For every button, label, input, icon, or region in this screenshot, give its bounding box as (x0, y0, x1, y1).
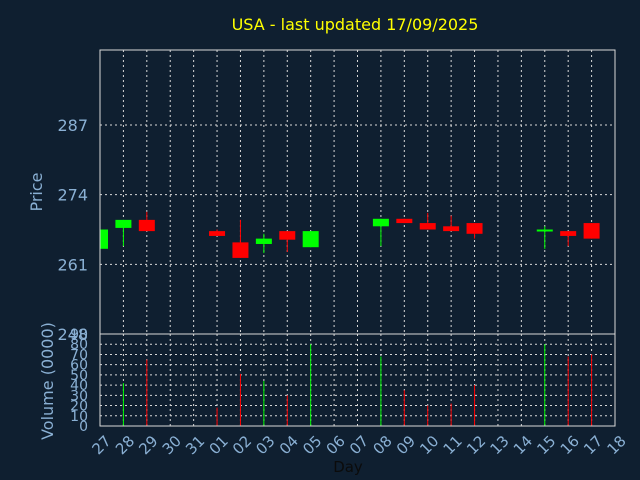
candle-body (302, 231, 319, 248)
volume-tick-label: 30 (70, 388, 88, 404)
volume-tick-label: 0 (79, 419, 88, 435)
day-tick-label: 02 (229, 432, 255, 458)
day-tick-label: 12 (463, 432, 489, 458)
day-tick-label: 30 (159, 432, 185, 458)
candle-body (372, 218, 389, 227)
volume-tick-label: 90 (70, 327, 88, 343)
price-axis-label: Price (27, 172, 46, 211)
day-tick-label: 18 (604, 432, 630, 458)
candle-body (255, 238, 272, 244)
candle-body (536, 229, 553, 232)
candle-body (209, 231, 226, 236)
price-tick-label: 248 (57, 325, 88, 344)
volume-tick-label: 70 (70, 347, 88, 363)
candle-body (466, 223, 483, 234)
day-tick-label: 15 (533, 432, 559, 458)
day-axis-label: Day (333, 458, 363, 476)
candle-body (419, 223, 436, 230)
volume-tick-label: 20 (70, 399, 88, 415)
day-tick-label: 27 (89, 432, 115, 458)
volume-tick-label: 60 (70, 358, 88, 374)
day-tick-labels: 2728293031010203040506070809101112131415… (89, 432, 630, 458)
candle-body (443, 226, 460, 232)
day-tick-label: 08 (369, 432, 395, 458)
price-grid (99, 50, 616, 335)
day-tick-label: 17 (580, 432, 606, 458)
candles (99, 211, 600, 258)
price-tick-label: 287 (57, 116, 88, 135)
day-tick-label: 28 (112, 432, 138, 458)
day-tick-label: 07 (346, 432, 372, 458)
price-tick-labels: 248 261 274 287 (57, 116, 88, 344)
candle-body (396, 218, 413, 224)
day-tick-label: 14 (510, 432, 536, 458)
volume-bars (122, 344, 593, 426)
candle-body (138, 219, 155, 232)
price-tick-label: 261 (57, 255, 88, 274)
day-tick-label: 31 (182, 432, 208, 458)
volume-grid (99, 333, 616, 427)
day-tick-label: 10 (416, 432, 442, 458)
price-tick-label: 274 (57, 186, 88, 205)
candle-body (583, 223, 600, 239)
day-tick-label: 03 (252, 432, 278, 458)
volume-tick-label: 10 (70, 409, 88, 425)
candle-body (232, 242, 249, 258)
day-tick-label: 29 (135, 432, 161, 458)
day-tick-label: 16 (557, 432, 583, 458)
volume-tick-label: 50 (70, 368, 88, 384)
volume-tick-label: 80 (70, 337, 88, 353)
volume-axis-label: Volume (0000) (38, 322, 57, 440)
volume-tick-label: 40 (70, 378, 88, 394)
candle-body (115, 219, 132, 228)
day-tick-label: 01 (206, 432, 232, 458)
day-tick-label: 05 (299, 432, 325, 458)
candle-body (560, 231, 577, 236)
day-tick-label: 13 (486, 432, 512, 458)
chart-title: USA - last updated 17/09/2025 (232, 15, 479, 34)
volume-plot-frame (99, 333, 616, 427)
day-tick-label: 11 (440, 432, 466, 458)
candle-body (279, 231, 296, 240)
candle-body (100, 229, 108, 249)
day-tick-label: 06 (323, 432, 349, 458)
day-tick-label: 04 (276, 432, 302, 458)
day-tick-label: 09 (393, 432, 419, 458)
